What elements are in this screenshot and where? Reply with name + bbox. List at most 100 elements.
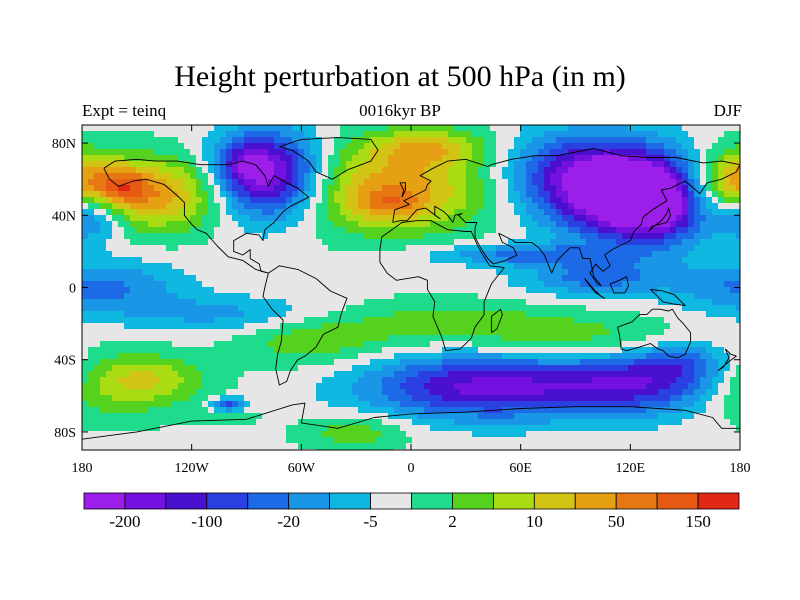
field-cell [202, 305, 209, 312]
field-cell [514, 191, 521, 198]
field-cell [412, 233, 419, 240]
field-cell [166, 209, 173, 216]
field-cell [184, 269, 191, 276]
field-cell [166, 125, 173, 132]
field-cell [250, 227, 257, 234]
field-cell [706, 287, 713, 294]
field-cell [148, 323, 155, 330]
field-cell [178, 269, 185, 276]
field-cell [358, 287, 365, 294]
field-cell [508, 179, 515, 186]
field-cell [208, 209, 215, 216]
field-cell [460, 167, 467, 174]
field-cell [298, 395, 305, 402]
field-cell [154, 155, 161, 162]
field-cell [640, 209, 647, 216]
field-cell [310, 191, 317, 198]
field-cell [460, 347, 467, 354]
field-cell [712, 245, 719, 252]
field-cell [574, 341, 581, 348]
field-cell [424, 377, 431, 384]
field-cell [106, 257, 113, 264]
field-cell [394, 197, 401, 204]
field-cell [652, 173, 659, 180]
field-cell [106, 263, 113, 270]
field-cell [412, 131, 419, 138]
field-cell [430, 389, 437, 396]
field-cell [232, 161, 239, 168]
field-cell [658, 377, 665, 384]
field-cell [490, 245, 497, 252]
field-cell [538, 245, 545, 252]
field-cell [532, 299, 539, 306]
field-cell [400, 275, 407, 282]
field-cell [688, 203, 695, 210]
field-cell [616, 353, 623, 360]
field-cell [244, 317, 251, 324]
field-cell [454, 191, 461, 198]
field-cell [226, 137, 233, 144]
field-cell [388, 305, 395, 312]
field-cell [712, 305, 719, 312]
field-cell [406, 185, 413, 192]
field-cell [268, 245, 275, 252]
field-cell [286, 185, 293, 192]
field-cell [610, 377, 617, 384]
field-cell [718, 149, 725, 156]
field-cell [532, 263, 539, 270]
field-cell [526, 335, 533, 342]
field-cell [628, 161, 635, 168]
field-cell [190, 125, 197, 132]
field-cell [484, 317, 491, 324]
field-cell [214, 149, 221, 156]
field-cell [166, 239, 173, 246]
field-cell [94, 245, 101, 252]
field-cell [142, 395, 149, 402]
field-cell [184, 329, 191, 336]
field-cell [250, 209, 257, 216]
field-cell [394, 323, 401, 330]
field-cell [316, 251, 323, 258]
field-cell [658, 143, 665, 150]
field-cell [664, 203, 671, 210]
field-cell [712, 359, 719, 366]
field-cell [652, 233, 659, 240]
field-cell [442, 353, 449, 360]
field-cell [298, 281, 305, 288]
field-cell [340, 329, 347, 336]
field-cell [190, 347, 197, 354]
field-cell [466, 275, 473, 282]
field-cell [496, 167, 503, 174]
field-cell [532, 293, 539, 300]
field-cell [226, 323, 233, 330]
field-cell [436, 233, 443, 240]
field-cell [436, 125, 443, 132]
field-cell [136, 179, 143, 186]
field-cell [634, 251, 641, 258]
field-cell [718, 359, 725, 366]
field-cell [190, 233, 197, 240]
field-cell [358, 323, 365, 330]
field-cell [160, 221, 167, 228]
field-cell [586, 125, 593, 132]
field-cell [274, 125, 281, 132]
field-cell [184, 335, 191, 342]
field-cell [334, 155, 341, 162]
field-cell [244, 365, 251, 372]
field-cell [88, 377, 95, 384]
field-cell [586, 329, 593, 336]
field-cell [712, 329, 719, 336]
field-cell [508, 161, 515, 168]
field-cell [82, 263, 89, 270]
field-cell [478, 209, 485, 216]
field-cell [712, 215, 719, 222]
field-cell [376, 359, 383, 366]
field-cell [514, 275, 521, 282]
field-cell [340, 209, 347, 216]
field-cell [646, 293, 653, 300]
field-cell [376, 173, 383, 180]
field-cell [442, 161, 449, 168]
field-cell [352, 251, 359, 258]
field-cell [94, 203, 101, 210]
field-cell [694, 365, 701, 372]
